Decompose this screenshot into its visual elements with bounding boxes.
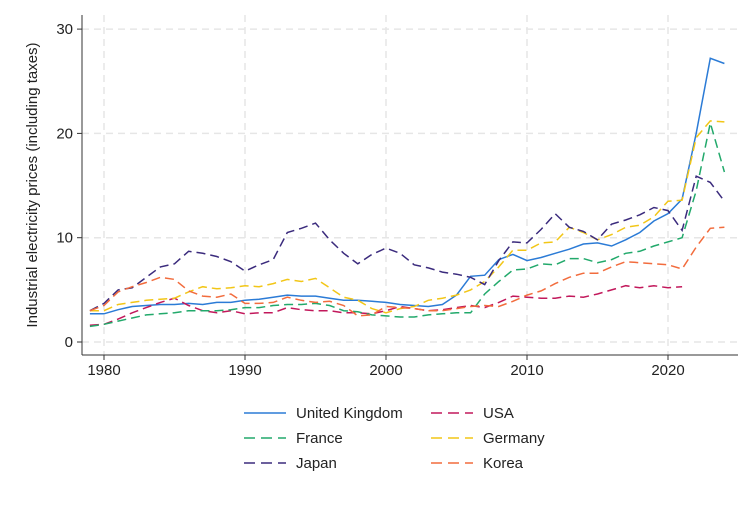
x-tick-label: 2010: [510, 362, 543, 379]
y-tick-label: 10: [56, 230, 73, 247]
legend-label: USA: [483, 405, 514, 422]
y-tick-label: 20: [56, 125, 73, 142]
axes: 1980 1990 2000 2010 2020 0 10 20 30: [56, 15, 738, 379]
gridlines: [82, 15, 738, 355]
legend-label: Germany: [483, 430, 545, 447]
x-tick-label: 2020: [651, 362, 684, 379]
series-line-korea: [89, 226, 725, 317]
legend-label: France: [296, 430, 343, 447]
series-lines: [89, 57, 726, 328]
series-line-france: [89, 122, 726, 328]
x-tick-label: 1980: [87, 362, 120, 379]
legend: United Kingdom USA France Germany Japan Korea: [244, 405, 545, 472]
y-axis-label: Industrial electricity prices (including…: [24, 42, 41, 327]
series-line-usa: [89, 284, 683, 327]
series-line-germany: [89, 120, 725, 314]
x-tick-label: 2000: [369, 362, 402, 379]
series-line-japan: [89, 175, 725, 312]
series-line-united-kingdom: [89, 57, 725, 315]
y-tick-label: 0: [65, 334, 73, 351]
y-tick-label: 30: [56, 21, 73, 38]
x-tick-label: 1990: [228, 362, 261, 379]
legend-label: Korea: [483, 455, 524, 472]
legend-label: Japan: [296, 455, 337, 472]
legend-label: United Kingdom: [296, 405, 403, 422]
